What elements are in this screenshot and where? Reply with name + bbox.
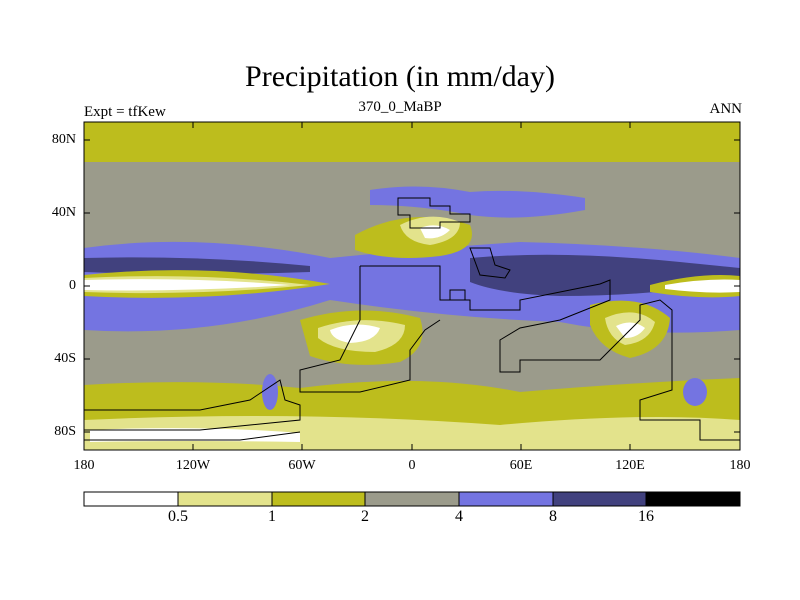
y-tick-label: 80S — [54, 424, 76, 439]
outline-antarctic-west — [84, 379, 301, 431]
colorbar-label: 2 — [361, 508, 369, 525]
x-tick-label: 120W — [175, 458, 211, 473]
colorbar — [83, 491, 741, 507]
field-east-white — [616, 322, 645, 338]
colorbar-box-1 — [83, 491, 179, 507]
outline-antarctic-shelf — [84, 431, 301, 441]
outline-west-coast — [299, 266, 441, 393]
field-arctic-band — [84, 122, 740, 162]
colorbar-label: 1 — [268, 508, 276, 525]
x-tick-label: 0 — [408, 458, 416, 473]
field-blue-spot-2 — [683, 378, 707, 406]
x-tick-marks — [83, 122, 631, 450]
colorbar-box-3 — [271, 491, 366, 507]
field-north-white — [420, 225, 450, 239]
field-itcz-dark-west — [84, 257, 310, 274]
continent-outlines — [84, 197, 740, 441]
field-blue-spot-1 — [262, 374, 278, 410]
field-core-west-white — [84, 279, 290, 291]
x-tick-label: 60E — [509, 458, 533, 473]
page-title: Precipitation (in mm/day) — [245, 60, 555, 93]
colorbar-label: 8 — [549, 508, 557, 525]
experiment-label: Expt = tfKew — [84, 104, 166, 120]
x-tick-label: 180 — [729, 458, 751, 473]
outline-small-block — [469, 247, 511, 279]
y-tick-label: 0 — [69, 278, 76, 293]
map-field — [84, 122, 740, 450]
colorbar-box-2 — [177, 491, 273, 507]
colorbar-box-5 — [458, 491, 554, 507]
colorbar-box-6 — [552, 491, 647, 507]
colorbar-label: 4 — [455, 508, 463, 525]
outline-north-continent — [397, 197, 471, 229]
colorbar-box-4 — [364, 491, 460, 507]
colorbar-label: 16 — [638, 508, 654, 525]
colorbar-label: 0.5 — [168, 508, 188, 525]
y-tick-marks — [84, 139, 740, 433]
x-tick-label: 60W — [288, 458, 316, 473]
season-label: ANN — [709, 101, 743, 117]
field-south-light — [84, 416, 740, 450]
subtitle: 370_0_MaBP — [358, 99, 442, 115]
y-tick-label: 80N — [51, 132, 76, 147]
outline-small-island — [449, 289, 466, 301]
outline-main-continent — [360, 265, 740, 441]
field-sam-white — [330, 324, 380, 343]
x-tick-label: 120E — [615, 458, 645, 473]
colorbar-box-7 — [645, 491, 741, 507]
field-north-blue — [370, 186, 585, 218]
y-tick-label: 40N — [51, 205, 76, 220]
x-tick-label: 180 — [73, 458, 95, 473]
y-tick-label: 40S — [54, 351, 76, 366]
field-core-east-white — [665, 279, 740, 293]
